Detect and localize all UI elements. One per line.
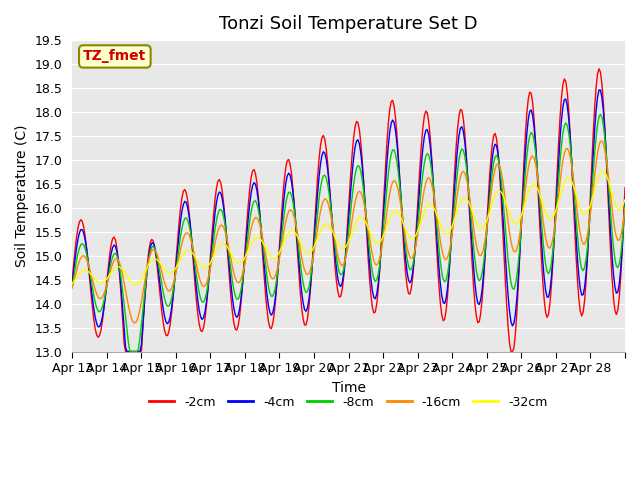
-4cm (595, 87, 603, 93)
-16cm (621, 205, 629, 211)
-8cm (68, 284, 76, 290)
-4cm (464, 173, 472, 179)
-8cm (546, 268, 554, 274)
-32cm (354, 216, 362, 222)
-8cm (596, 111, 604, 117)
Line: -2cm: -2cm (72, 69, 625, 351)
-32cm (546, 216, 554, 222)
-16cm (546, 245, 554, 251)
-8cm (464, 176, 472, 182)
-4cm (68, 282, 76, 288)
-32cm (600, 168, 607, 174)
-4cm (620, 222, 627, 228)
-2cm (595, 66, 603, 72)
Y-axis label: Soil Temperature (C): Soil Temperature (C) (15, 125, 29, 267)
-16cm (87, 271, 95, 276)
-16cm (598, 138, 605, 144)
Line: -16cm: -16cm (72, 141, 625, 323)
-16cm (354, 190, 362, 195)
-2cm (104, 264, 112, 270)
-4cm (123, 348, 131, 354)
Legend: -2cm, -4cm, -8cm, -16cm, -32cm: -2cm, -4cm, -8cm, -16cm, -32cm (145, 391, 553, 414)
-4cm (621, 195, 629, 201)
-32cm (132, 282, 140, 288)
-4cm (354, 137, 362, 143)
-8cm (354, 163, 362, 168)
-2cm (87, 290, 95, 296)
-2cm (68, 277, 76, 283)
-2cm (122, 348, 129, 354)
Line: -32cm: -32cm (72, 171, 625, 285)
Title: Tonzi Soil Temperature Set D: Tonzi Soil Temperature Set D (220, 15, 478, 33)
-16cm (464, 182, 472, 188)
-32cm (104, 274, 112, 280)
-4cm (87, 282, 95, 288)
Text: TZ_fmet: TZ_fmet (83, 49, 147, 63)
-8cm (126, 348, 134, 354)
-2cm (546, 301, 554, 307)
-8cm (104, 275, 112, 280)
-16cm (68, 285, 76, 291)
-16cm (131, 320, 138, 326)
X-axis label: Time: Time (332, 381, 365, 395)
Line: -4cm: -4cm (72, 90, 625, 351)
-32cm (620, 201, 627, 207)
-2cm (354, 120, 362, 125)
-8cm (620, 222, 627, 228)
-32cm (87, 271, 95, 277)
-16cm (620, 217, 627, 223)
-2cm (464, 176, 472, 181)
-2cm (620, 218, 627, 224)
-8cm (621, 202, 629, 208)
-32cm (464, 197, 472, 203)
-2cm (621, 185, 629, 191)
-4cm (546, 288, 554, 293)
-16cm (104, 276, 112, 282)
-32cm (621, 197, 629, 203)
-32cm (68, 281, 76, 287)
-4cm (104, 270, 112, 276)
Line: -8cm: -8cm (72, 114, 625, 351)
-8cm (87, 276, 95, 281)
